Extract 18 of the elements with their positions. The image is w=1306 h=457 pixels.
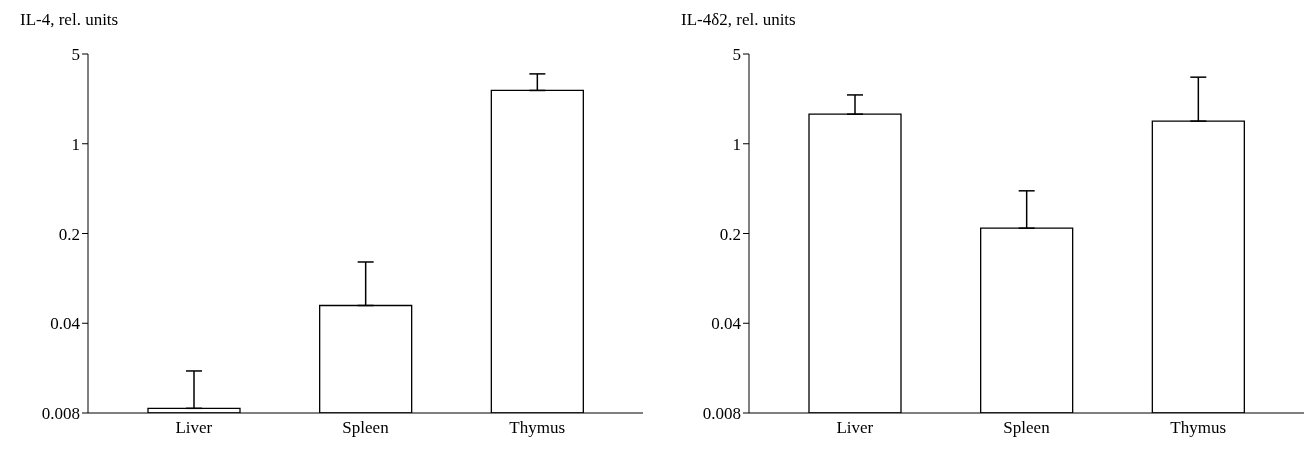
y-tick-label: 0.008 [41, 404, 80, 424]
x-tick-label: Thymus [509, 418, 566, 438]
y-tick-label: 0.2 [58, 224, 80, 244]
y-tick-label: 0.008 [702, 404, 741, 424]
x-tick-label: Liver [175, 418, 213, 438]
x-tick-label: Liver [836, 418, 874, 438]
y-axis-title: IL-4, rel. units [20, 10, 119, 30]
y-tick-label: 0.04 [711, 314, 742, 334]
y-tick-label: 1 [71, 134, 80, 154]
y-axis-title: IL-4δ2, rel. units [681, 10, 796, 30]
x-tick-label: Spleen [342, 418, 390, 438]
x-tick-label: Thymus [1170, 418, 1227, 438]
y-tick-label: 0.2 [719, 224, 741, 244]
y-tick-label: 0.04 [50, 314, 81, 334]
y-tick-label: 5 [732, 45, 741, 65]
y-tick-label: 1 [732, 134, 741, 154]
y-tick-label: 5 [71, 45, 80, 65]
x-tick-label: Spleen [1003, 418, 1051, 438]
